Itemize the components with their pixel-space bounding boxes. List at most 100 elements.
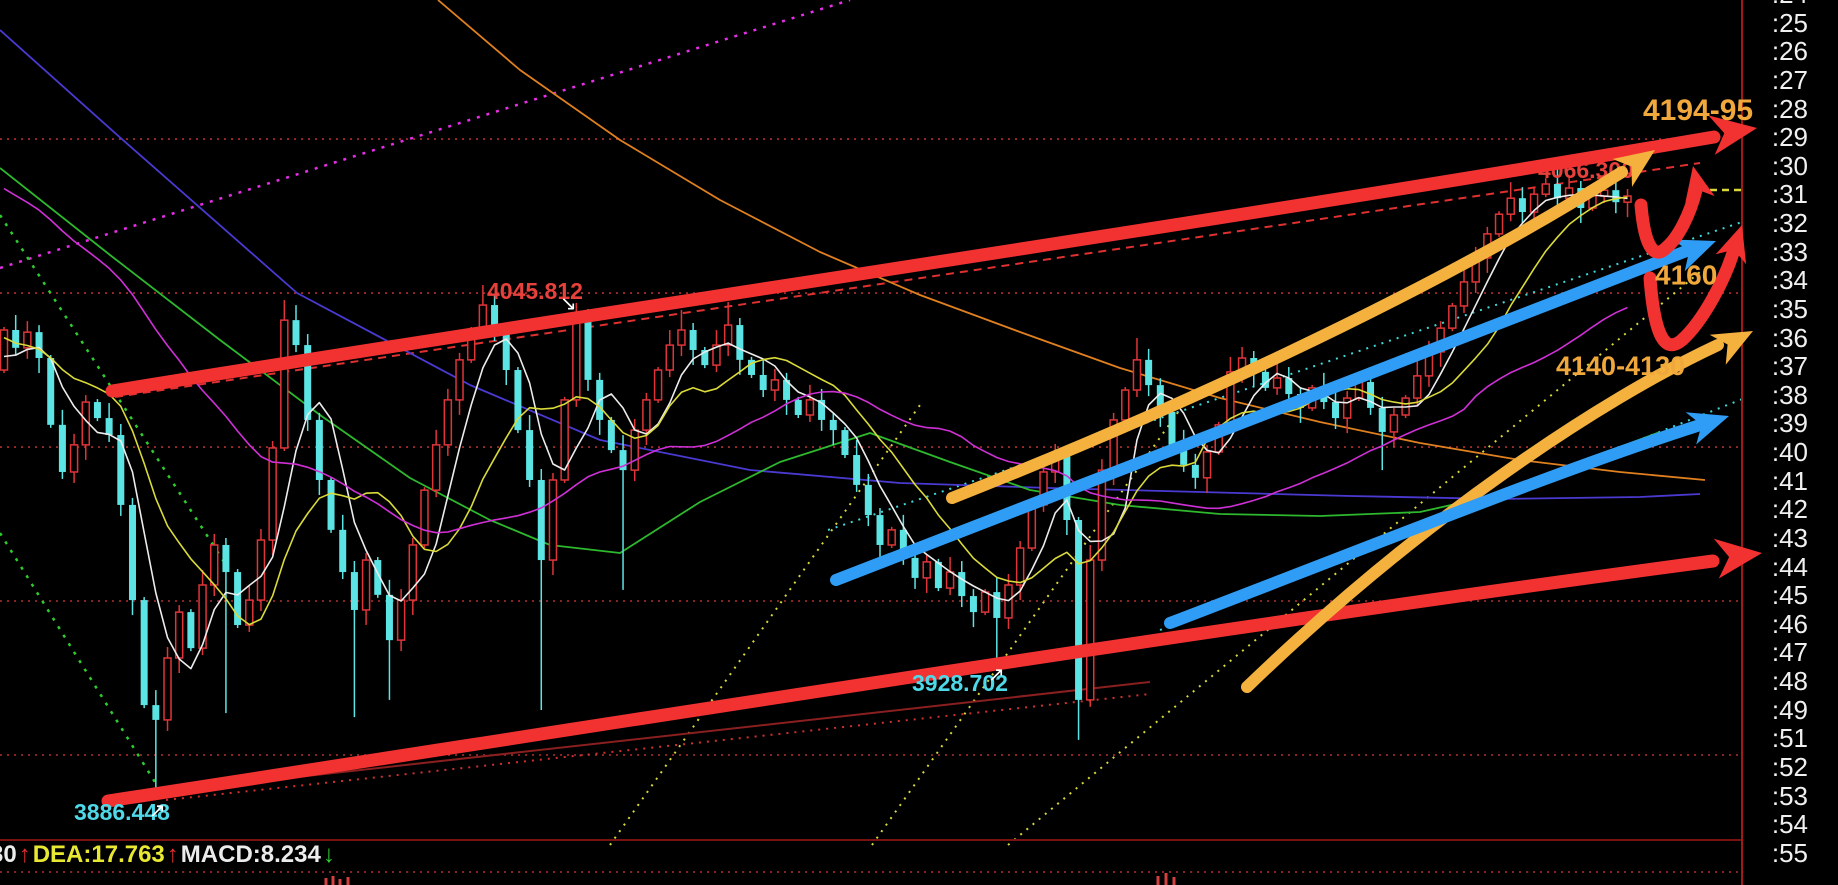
time-label: :42 <box>1771 494 1808 525</box>
swing-low-3928-702: 3928.702 <box>912 670 1008 696</box>
candle-up <box>174 611 184 659</box>
candle-down <box>1156 385 1164 412</box>
candle-up <box>1389 414 1399 433</box>
candle-up <box>209 544 219 586</box>
candle-down <box>339 529 347 573</box>
candle-down <box>35 332 43 359</box>
candle-down <box>304 345 312 420</box>
channel-mid-magenta-dotted <box>0 0 851 270</box>
candle-down <box>128 504 136 601</box>
candle-down <box>1191 464 1199 478</box>
candle-up <box>548 479 558 561</box>
candle-up <box>642 399 651 431</box>
candle-up <box>630 429 639 471</box>
ma-slow-magenta <box>3 187 1628 534</box>
bounce-arrow-red-large-head <box>1715 225 1747 265</box>
candle-down <box>759 374 767 391</box>
time-label: :37 <box>1771 351 1808 382</box>
candle-down <box>105 418 113 436</box>
candle-up <box>1097 469 1107 561</box>
candle-down <box>502 329 510 371</box>
candle-up <box>23 331 32 349</box>
time-label: :39 <box>1771 408 1808 439</box>
candle-down <box>537 479 545 561</box>
indicator-segment: ↑ <box>166 841 179 868</box>
pointer-to-3928-low: ↗ <box>988 662 1005 686</box>
time-label: :29 <box>1771 122 1808 153</box>
candle-up <box>1623 195 1632 203</box>
candle-down <box>969 596 977 613</box>
candle-down <box>958 572 966 597</box>
time-label: :55 <box>1771 837 1808 868</box>
candle-up <box>1085 559 1095 701</box>
target-4194-95: 4194-95 <box>1643 94 1753 127</box>
candle-down <box>1285 378 1293 395</box>
upper-trendline-dashed <box>114 162 1701 398</box>
candle-down <box>385 594 393 641</box>
projection-arrow-blue-lower-head <box>1685 412 1729 445</box>
candle-down <box>829 419 837 431</box>
swing-high-4045-812: 4045.812 <box>487 278 583 304</box>
candle-up <box>560 399 569 481</box>
time-label: :46 <box>1771 608 1808 639</box>
indicator-segment: ↑ <box>18 841 31 868</box>
candle-up <box>1121 389 1130 421</box>
ma-fast-white <box>3 193 1628 670</box>
candle-down <box>491 305 499 330</box>
time-label: :41 <box>1771 465 1808 496</box>
candle-up <box>980 591 990 613</box>
candle-down <box>1261 371 1269 388</box>
candle-up <box>887 529 896 546</box>
swing-low-3886-448: 3886.448 <box>74 799 170 825</box>
candle-down <box>876 515 884 545</box>
time-label: :25 <box>1771 7 1808 38</box>
candle-down <box>853 455 861 485</box>
candle-up <box>1494 213 1504 235</box>
projection-arrow-gold-lower-head <box>1709 331 1753 365</box>
time-label: :40 <box>1771 437 1808 468</box>
ma-long-green <box>0 167 1661 554</box>
candle-down <box>911 557 919 578</box>
candle-down <box>327 479 335 530</box>
time-label: :44 <box>1771 551 1808 582</box>
time-label: :51 <box>1771 723 1808 754</box>
candle-up <box>1413 375 1422 399</box>
candle-up <box>723 324 733 346</box>
time-label: :24 <box>1772 0 1808 9</box>
time-label: :30 <box>1771 150 1808 181</box>
candle-up <box>665 344 675 371</box>
candle-down <box>701 350 709 366</box>
candle-down <box>1553 184 1561 199</box>
time-label: :53 <box>1771 780 1808 811</box>
time-label: :43 <box>1771 522 1808 553</box>
candle-down <box>526 430 534 480</box>
candle-down <box>222 544 230 573</box>
candle-down <box>1332 402 1340 419</box>
candle-up <box>163 657 172 721</box>
candle-up <box>1202 451 1212 479</box>
candle-up <box>361 559 371 611</box>
candle-down <box>234 572 242 626</box>
candle-up <box>1272 377 1282 389</box>
candle-down <box>374 560 382 595</box>
time-label: :28 <box>1771 93 1808 124</box>
candle-down <box>58 424 66 472</box>
candle-up <box>198 584 207 649</box>
projection-arrow-blue-lower-shaft <box>1164 420 1703 629</box>
candle-up <box>1132 359 1142 391</box>
candle-up <box>653 369 663 401</box>
time-label: :49 <box>1771 694 1808 725</box>
ma-long-orange <box>437 0 1706 481</box>
candle-up <box>1342 397 1352 419</box>
candle-down <box>152 705 160 720</box>
indicator-segment: MACD:8.234 <box>180 841 321 868</box>
candle-down <box>736 325 744 360</box>
candle-down <box>140 600 148 706</box>
candle-down <box>993 592 1001 618</box>
candle-up <box>396 599 406 641</box>
bounce-arrow-red-small-head <box>1685 166 1715 203</box>
bounce-arrow-red-large-shaft <box>1643 236 1743 352</box>
indicator-segment: 30 <box>0 841 17 868</box>
